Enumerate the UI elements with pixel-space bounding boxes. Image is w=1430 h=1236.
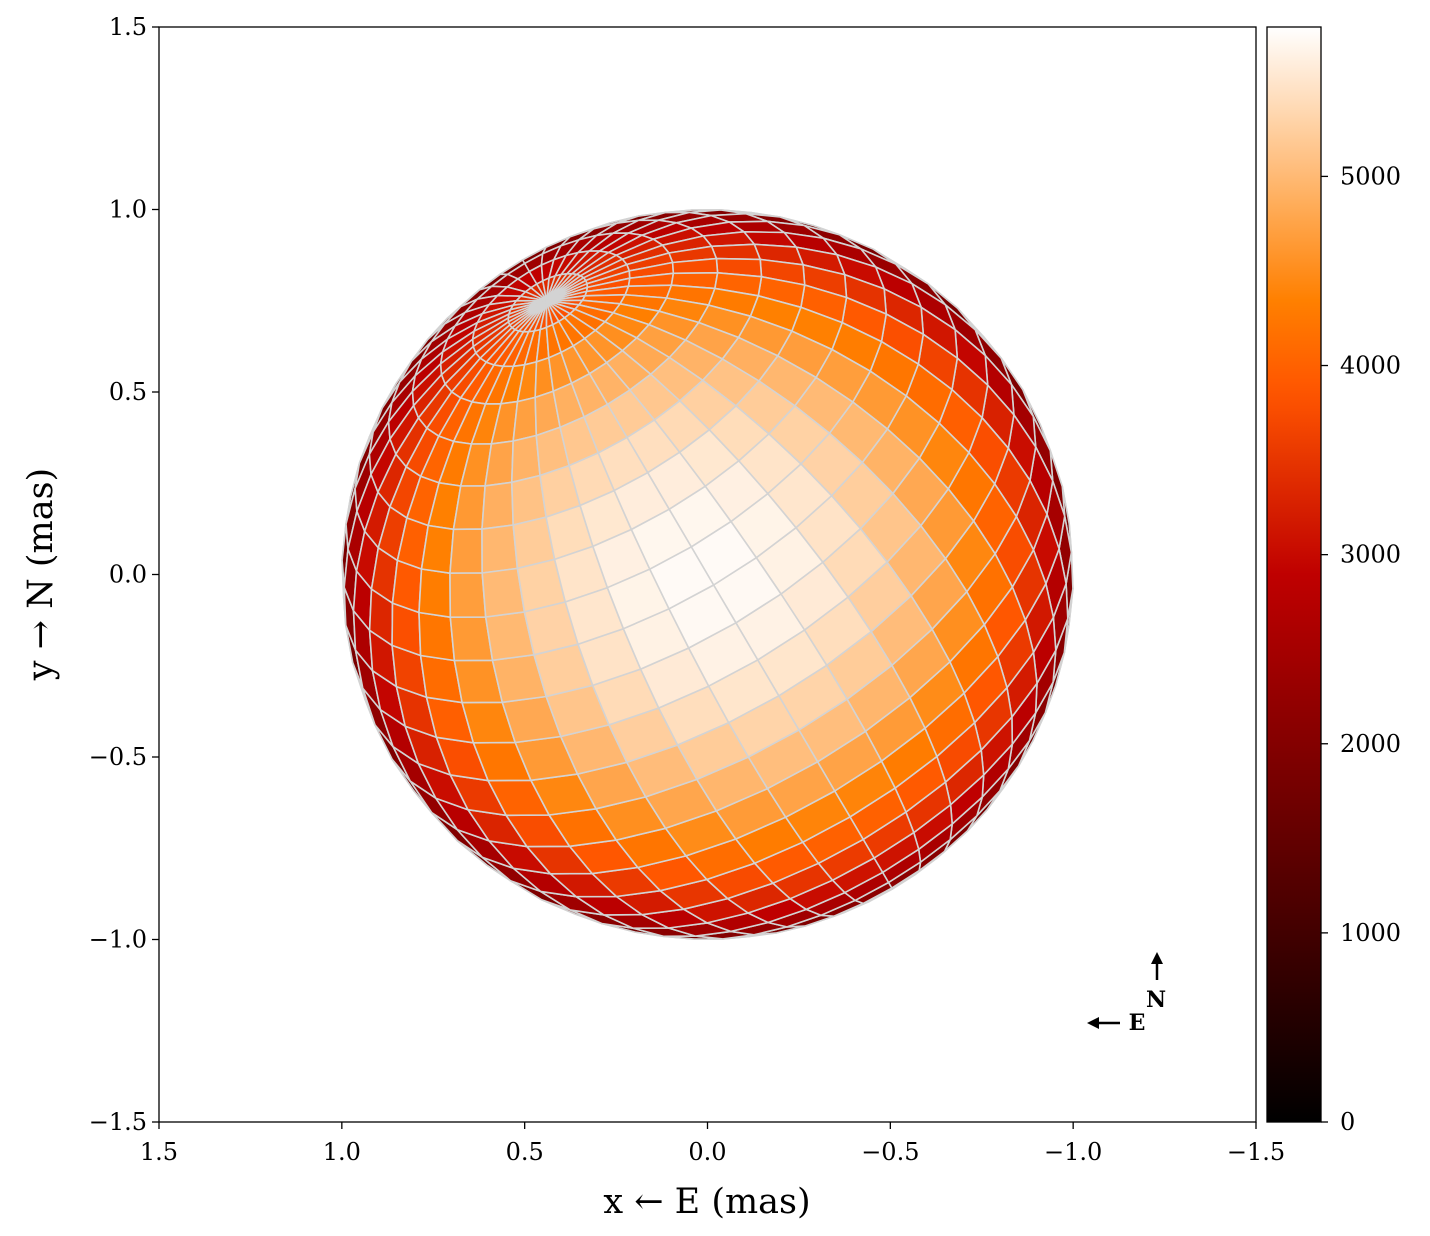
colorbar: 0 1000 2000 3000 4000 5000 bbox=[1266, 26, 1401, 1136]
colorbar-tick-label: 0 bbox=[1340, 1108, 1355, 1136]
mesh-cell bbox=[420, 524, 455, 575]
mesh-cell bbox=[648, 546, 715, 610]
mesh-cell bbox=[481, 481, 515, 530]
mesh-cell bbox=[418, 568, 452, 619]
colorbar-tick-label: 5000 bbox=[1340, 162, 1401, 190]
east-arrowhead bbox=[1087, 1017, 1099, 1029]
compass: N E bbox=[1087, 952, 1166, 1036]
colorbar-tick-label: 4000 bbox=[1340, 352, 1401, 380]
mesh-cell bbox=[481, 524, 519, 574]
mesh-cell bbox=[449, 528, 484, 575]
y-tick-label: 1.0 bbox=[109, 196, 147, 224]
mesh-cell bbox=[710, 243, 762, 261]
colorbar-tick-label: 2000 bbox=[1340, 730, 1401, 758]
colorbar-gradient bbox=[1266, 26, 1322, 1123]
east-label: E bbox=[1129, 1010, 1146, 1036]
x-tick-label: 1.5 bbox=[140, 1138, 178, 1166]
north-label: N bbox=[1146, 987, 1166, 1013]
x-tick-label: −1.5 bbox=[1227, 1138, 1285, 1166]
mesh-cell bbox=[449, 572, 487, 619]
y-tick-label: −1.0 bbox=[89, 926, 147, 954]
x-tick-label: −1.0 bbox=[1044, 1138, 1102, 1166]
mesh-cell bbox=[512, 396, 538, 442]
colorbar-ticks: 0 1000 2000 3000 4000 5000 bbox=[1321, 162, 1401, 1136]
mesh-cell bbox=[510, 434, 541, 484]
star-mesh bbox=[341, 209, 1074, 940]
y-tick-label: 0.0 bbox=[109, 561, 147, 589]
north-arrowhead bbox=[1151, 952, 1163, 964]
y-tick-label: −1.5 bbox=[89, 1108, 147, 1136]
y-tick-label: 0.5 bbox=[109, 378, 147, 406]
x-tick-label: −0.5 bbox=[861, 1138, 919, 1166]
x-tick-label: 0.5 bbox=[506, 1138, 544, 1166]
y-axis-ticks: 1.5 1.0 0.5 0.0 −0.5 −1.0 −1.5 bbox=[89, 13, 159, 1136]
mesh-cell bbox=[418, 611, 456, 662]
x-tick-label: 0.0 bbox=[688, 1138, 726, 1166]
x-axis-label: x ← E (mas) bbox=[603, 1182, 810, 1222]
x-axis-ticks: 1.5 1.0 0.5 0.0 −0.5 −1.0 −1.5 bbox=[140, 1122, 1285, 1166]
x-tick-label: 1.0 bbox=[323, 1138, 361, 1166]
y-tick-label: 1.5 bbox=[109, 13, 147, 41]
colorbar-tick-label: 3000 bbox=[1340, 541, 1401, 569]
y-axis-label: y → N (mas) bbox=[21, 468, 61, 681]
colorbar-tick-label: 1000 bbox=[1340, 919, 1401, 947]
y-tick-label: −0.5 bbox=[89, 743, 147, 771]
